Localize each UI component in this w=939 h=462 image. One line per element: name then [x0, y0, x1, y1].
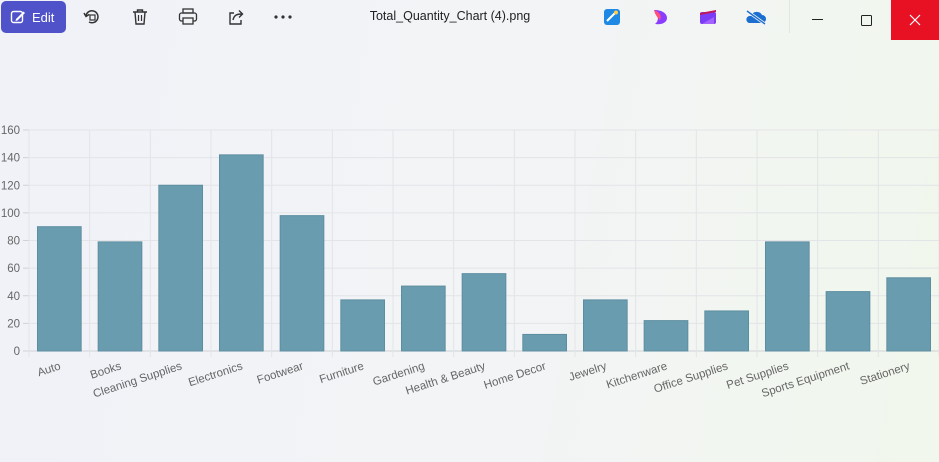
bar-books[interactable]: [97, 241, 143, 352]
designer-icon: [604, 9, 620, 25]
y-tick-label: 60: [7, 263, 20, 275]
bar-cleaning-supplies[interactable]: [158, 184, 204, 352]
close-button[interactable]: [891, 0, 939, 40]
bar-pet-supplies[interactable]: [764, 241, 810, 352]
minimize-button[interactable]: [795, 0, 841, 40]
edit-icon: [10, 10, 25, 24]
share-icon: [229, 10, 244, 25]
bar-auto[interactable]: [36, 226, 82, 352]
x-tick-label: Jewelry: [567, 360, 608, 384]
x-tick-label: Furniture: [318, 360, 365, 386]
bar-kitchenware[interactable]: [643, 320, 689, 352]
delete-button[interactable]: [128, 5, 152, 29]
y-axis-ticks: 0 20 40 60 80 100 120 140 160: [1, 125, 20, 358]
maximize-icon: [860, 14, 872, 26]
clipchamp-ai-icon: [654, 10, 667, 25]
y-tick-label: 20: [7, 318, 20, 330]
share-button[interactable]: [224, 5, 248, 29]
clipchamp-ai-button[interactable]: [649, 6, 671, 28]
maximize-button[interactable]: [843, 0, 889, 40]
print-button[interactable]: [176, 5, 200, 29]
y-tick-label: 80: [7, 236, 20, 248]
close-icon: [909, 14, 921, 26]
y-tick-label: 100: [1, 208, 20, 220]
y-tick-label: 160: [1, 125, 20, 137]
onedrive-button[interactable]: [745, 6, 767, 28]
x-tick-label: Stationery: [859, 360, 912, 387]
rotate-button[interactable]: [80, 5, 104, 29]
toolbar: Edit Total_Quantity_Chart (4).png: [0, 0, 939, 40]
onedrive-icon: [746, 9, 766, 25]
edit-label: Edit: [32, 9, 55, 25]
x-tick-label: Home Decor: [482, 360, 547, 391]
y-tick-label: 0: [14, 346, 20, 358]
rotate-icon: [83, 10, 99, 24]
bar-home-decor[interactable]: [522, 333, 568, 352]
bar-electronics[interactable]: [218, 154, 264, 352]
clipchamp-button[interactable]: [697, 6, 719, 28]
file-title: Total_Quantity_Chart (4).png: [369, 9, 531, 23]
bar-gardening[interactable]: [400, 285, 446, 352]
bar-furniture[interactable]: [340, 299, 386, 352]
bar-sports-equipment[interactable]: [825, 291, 871, 352]
delete-icon: [133, 9, 147, 25]
bar-office-supplies[interactable]: [704, 310, 750, 352]
edit-button[interactable]: Edit: [1, 1, 66, 33]
bar-stationery[interactable]: [886, 277, 932, 352]
bar-health-beauty[interactable]: [461, 273, 507, 352]
y-tick-label: 40: [7, 291, 20, 303]
print-icon: [178, 8, 198, 25]
more-icon: [274, 15, 292, 19]
y-tick-label: 120: [1, 180, 20, 192]
y-tick-label: 140: [1, 153, 20, 165]
x-tick-label: Electronics: [187, 360, 244, 389]
bar-footwear[interactable]: [279, 215, 325, 352]
x-tick-label: Footwear: [256, 360, 305, 386]
x-tick-label: Auto: [36, 360, 62, 379]
clipchamp-icon: [700, 10, 716, 24]
chart-bars: [36, 154, 932, 352]
window-separator: [789, 0, 790, 33]
x-tick-label: Books: [89, 360, 123, 381]
more-button[interactable]: [271, 5, 295, 29]
designer-button[interactable]: [601, 6, 623, 28]
bar-jewelry[interactable]: [582, 299, 628, 352]
minimize-icon: [812, 19, 823, 20]
